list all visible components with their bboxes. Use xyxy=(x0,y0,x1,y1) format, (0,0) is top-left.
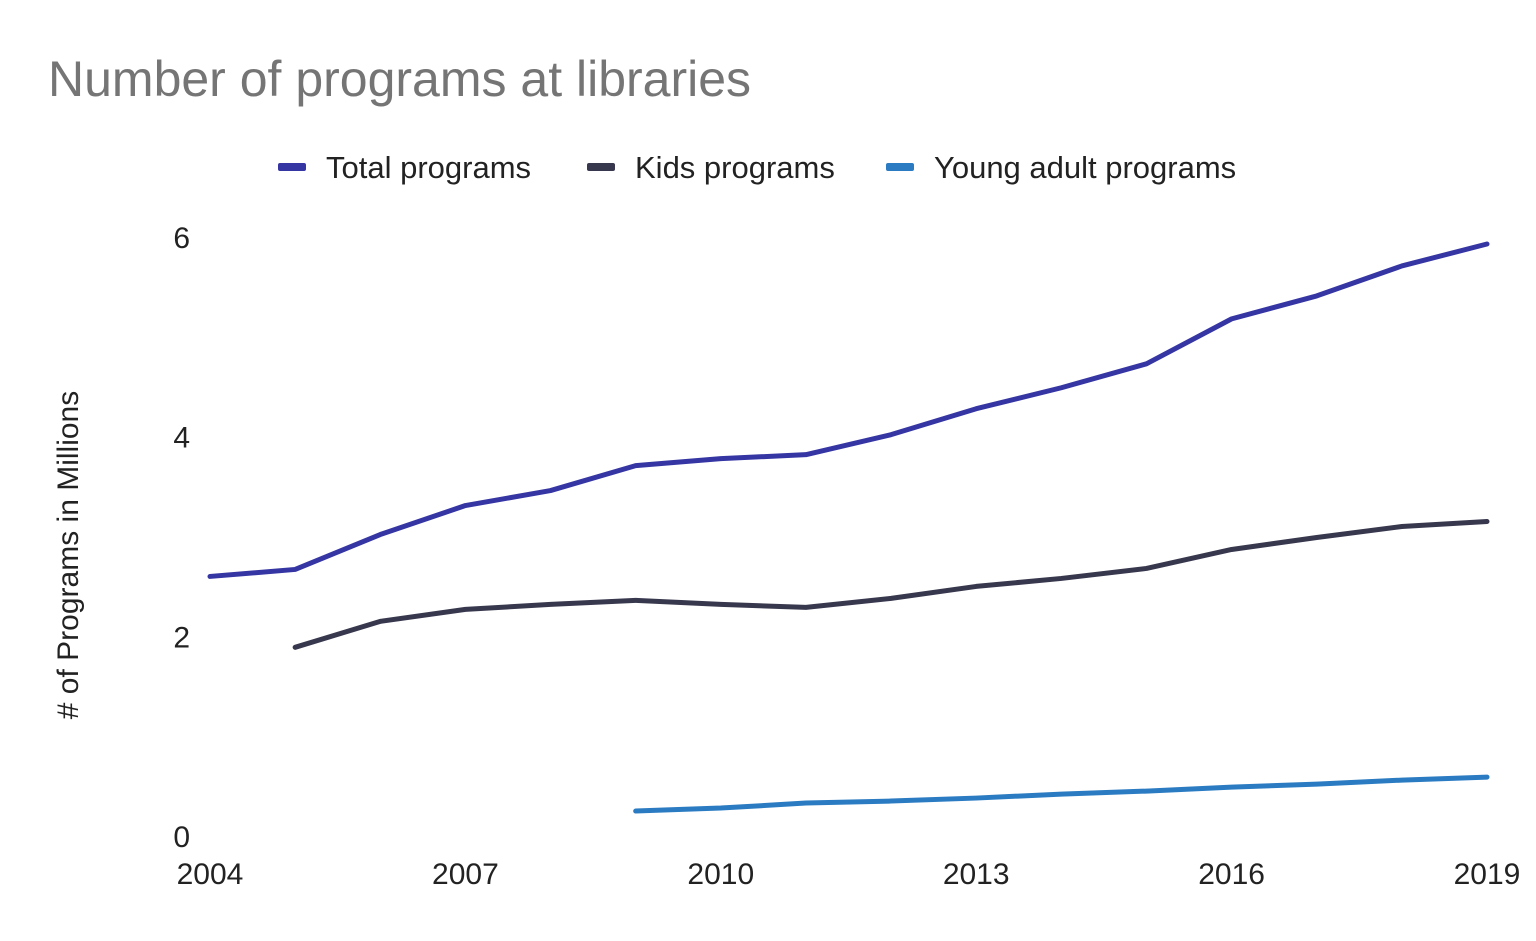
legend-swatch xyxy=(886,163,914,171)
y-tick-label: 2 xyxy=(173,621,190,654)
legend-label: Young adult programs xyxy=(934,150,1236,185)
series-line-kids-programs xyxy=(292,519,1490,650)
x-tick-label: 2010 xyxy=(687,858,754,891)
legend-swatch xyxy=(587,163,615,171)
y-tick-label: 6 xyxy=(173,222,190,255)
x-tick-label: 2013 xyxy=(943,858,1010,891)
x-tick-label: 2019 xyxy=(1454,858,1521,891)
x-tick-label: 2007 xyxy=(432,858,499,891)
chart-title: Number of programs at libraries xyxy=(48,51,752,107)
legend-label: Total programs xyxy=(326,150,531,185)
x-tick-label: 2016 xyxy=(1198,858,1265,891)
legend-label: Kids programs xyxy=(635,150,835,185)
series-line-total-programs xyxy=(207,241,1490,579)
y-tick-label: 0 xyxy=(173,821,190,854)
x-tick-label: 2004 xyxy=(177,858,244,891)
y-axis-label: # of Programs in Millions xyxy=(52,391,85,719)
y-tick-label: 4 xyxy=(173,422,190,455)
legend-swatch xyxy=(278,163,306,171)
